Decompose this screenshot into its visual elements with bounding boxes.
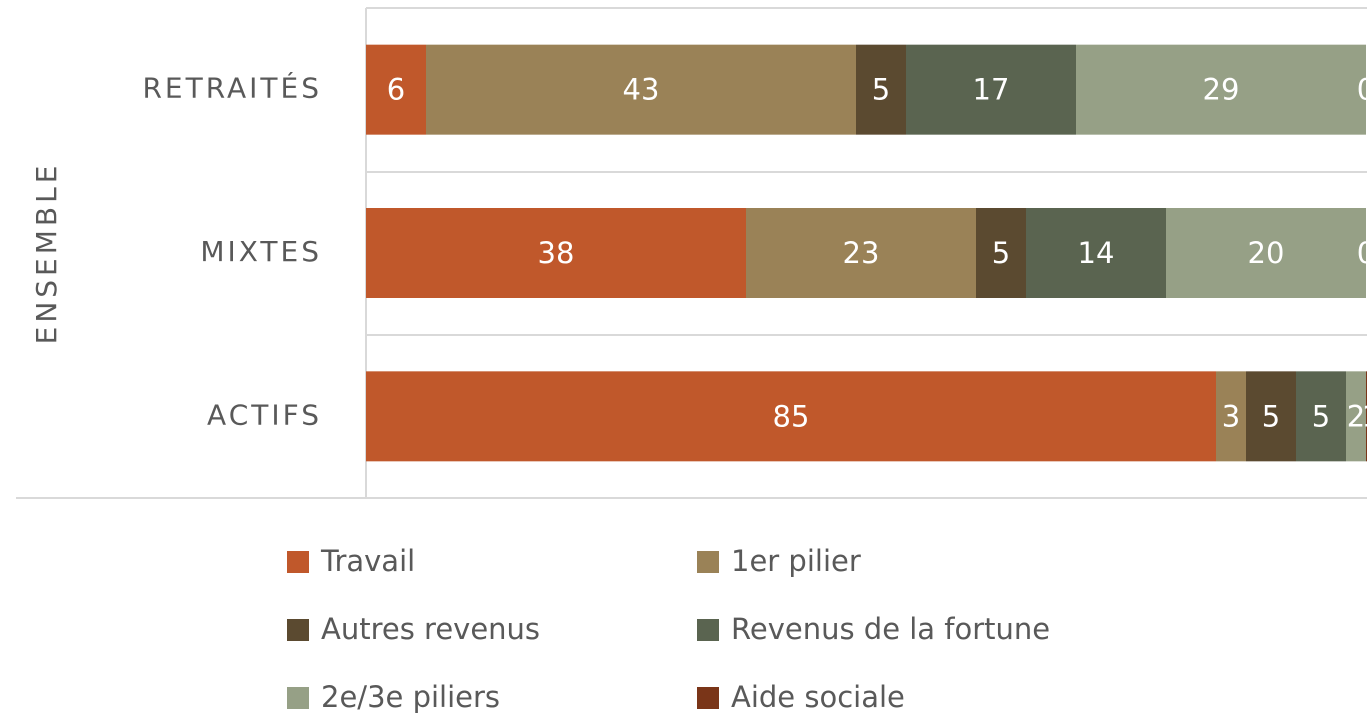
legend-swatch <box>697 619 719 641</box>
bar-segment <box>1166 208 1366 298</box>
data-label: 5 <box>1312 399 1330 433</box>
bar-segment <box>1026 208 1166 298</box>
bar-segment <box>1346 371 1366 462</box>
data-label: 3 <box>1222 399 1240 433</box>
legend-swatch <box>697 687 719 709</box>
y-tick-label: ACTIFS <box>207 398 322 431</box>
legend-swatch <box>287 687 309 709</box>
data-label: 0 <box>1357 236 1367 270</box>
bar-segment <box>366 44 426 135</box>
data-label: 23 <box>843 236 880 270</box>
legend-label: 2e/3e piliers <box>321 680 500 714</box>
data-label: 5 <box>992 236 1010 270</box>
data-label: 5 <box>872 73 890 107</box>
bar-segment <box>366 208 746 298</box>
data-label: 14 <box>1078 236 1115 270</box>
bar-segment <box>366 371 1216 462</box>
y-tick-label: MIXTES <box>200 235 322 268</box>
legend-swatch <box>697 551 719 573</box>
data-label: 0 <box>1357 73 1367 107</box>
bar-segment <box>1246 371 1296 462</box>
data-label: 17 <box>973 73 1010 107</box>
bar-segment <box>426 44 856 135</box>
bar-segment <box>1076 44 1366 135</box>
data-label: 1 <box>1362 399 1367 433</box>
data-label: 2 <box>1347 399 1365 433</box>
bar-segment <box>906 44 1076 135</box>
data-label: 43 <box>623 73 660 107</box>
legend-label: Aide sociale <box>731 680 905 714</box>
data-label: 20 <box>1248 236 1285 270</box>
bar-segment <box>856 44 906 135</box>
legend-swatch <box>287 619 309 641</box>
bar-segment <box>746 208 976 298</box>
data-label: 85 <box>773 399 810 433</box>
legend-label: Autres revenus <box>321 612 540 646</box>
data-label: 38 <box>538 236 575 270</box>
data-label: 29 <box>1203 73 1240 107</box>
bar-segment <box>976 208 1026 298</box>
data-label: 6 <box>387 73 405 107</box>
legend-label: Travail <box>320 544 415 578</box>
legend-swatch <box>287 551 309 573</box>
y-tick-label: RETRAITÉS <box>142 71 322 105</box>
group-label: ENSEMBLE <box>30 162 63 345</box>
legend-label: Revenus de la fortune <box>731 612 1050 646</box>
bar-segment <box>1216 371 1246 462</box>
bar-segment <box>1296 371 1346 462</box>
legend-label: 1er pilier <box>731 544 861 578</box>
data-label: 5 <box>1262 399 1280 433</box>
